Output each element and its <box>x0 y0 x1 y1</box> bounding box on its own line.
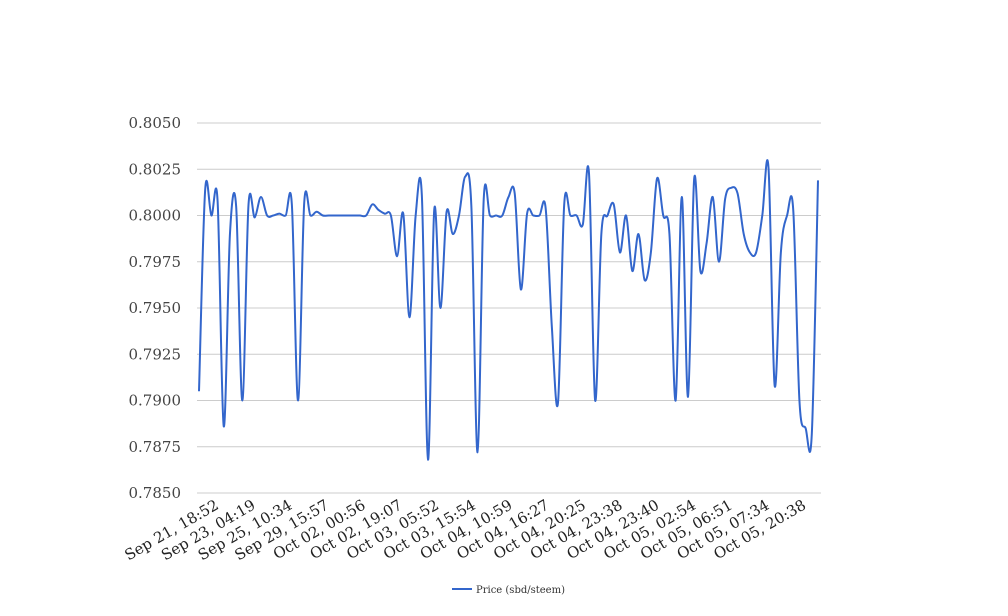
series-line <box>198 159 819 461</box>
legend-label: Price (sbd/steem) <box>476 585 565 596</box>
y-tick-label: 0.8050 <box>129 114 182 132</box>
y-tick-label: 0.8000 <box>129 207 182 225</box>
y-axis-ticks: 0.7850 0.7875 0.7900 0.7925 0.7950 0.7975 0.80… <box>129 114 182 502</box>
y-tick-label: 0.7950 <box>129 299 182 317</box>
series-group <box>198 159 819 461</box>
y-tick-label: 0.7925 <box>129 345 182 363</box>
y-tick-label: 0.8025 <box>129 160 182 178</box>
y-tick-label: 0.7975 <box>129 253 182 271</box>
legend: Price (sbd/steem) <box>452 585 565 596</box>
y-tick-label: 0.7900 <box>129 392 182 410</box>
grid-lines <box>197 122 821 494</box>
y-tick-label: 0.7850 <box>129 484 182 502</box>
y-tick-label: 0.7875 <box>129 438 182 456</box>
